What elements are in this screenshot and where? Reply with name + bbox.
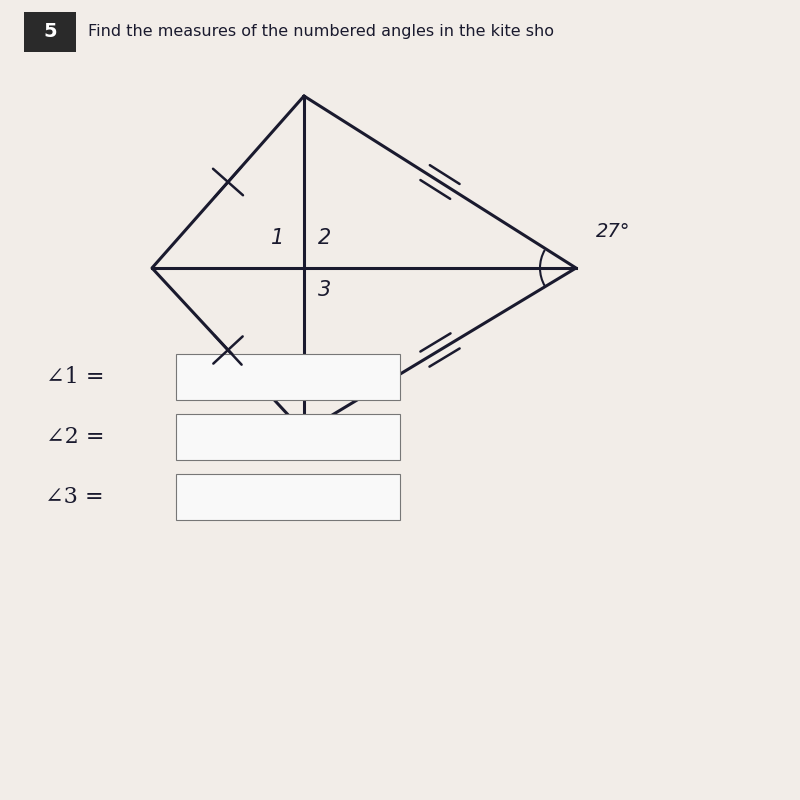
Bar (176, 354, 400, 400)
Bar (176, 414, 400, 460)
Text: 3: 3 (318, 280, 332, 300)
Text: 2: 2 (318, 228, 332, 248)
Bar (176, 474, 400, 520)
Text: Find the measures of the numbered angles in the kite sho: Find the measures of the numbered angles… (88, 25, 554, 39)
Text: 1: 1 (270, 228, 284, 248)
Text: ∠2 =: ∠2 = (46, 426, 104, 448)
Bar (24, 12, 76, 52)
Text: ∠1 =: ∠1 = (46, 366, 104, 388)
Text: 27°: 27° (596, 222, 630, 242)
Text: ∠3 =: ∠3 = (46, 486, 104, 508)
Text: 5: 5 (43, 22, 57, 42)
